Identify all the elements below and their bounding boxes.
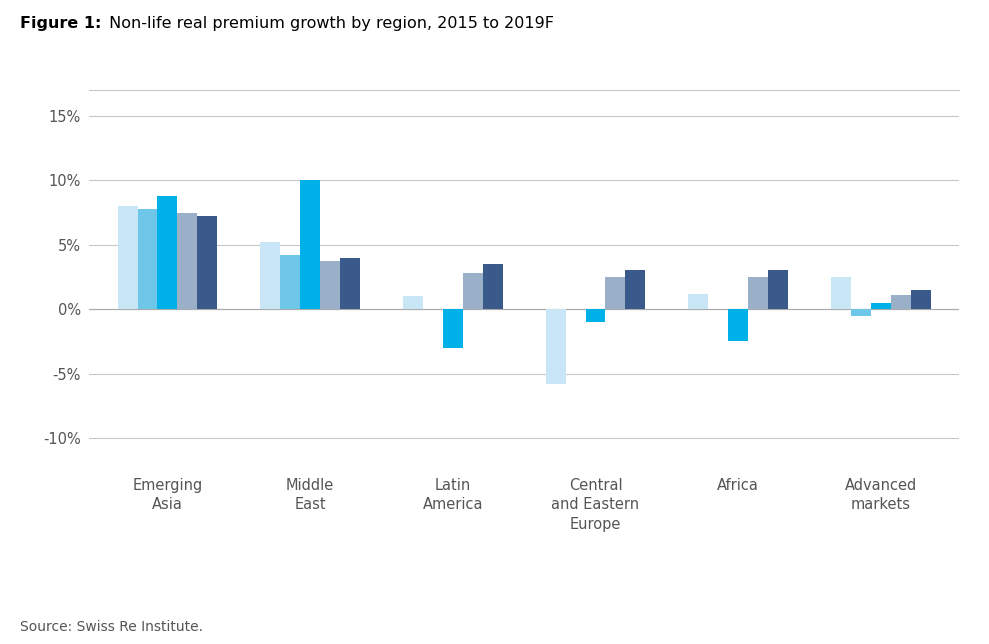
Bar — [688, 294, 708, 309]
Bar — [605, 277, 625, 309]
Bar — [911, 290, 931, 309]
Bar — [157, 196, 177, 309]
Bar — [831, 277, 851, 309]
Bar — [443, 309, 463, 348]
Bar — [301, 180, 320, 309]
Bar — [625, 270, 646, 309]
Bar — [198, 216, 218, 309]
Bar — [483, 264, 502, 309]
Bar — [851, 309, 871, 316]
Bar — [280, 255, 301, 309]
Bar — [260, 242, 280, 309]
Bar — [768, 270, 788, 309]
Text: Source: Swiss Re Institute.: Source: Swiss Re Institute. — [20, 620, 203, 634]
Bar — [340, 258, 360, 309]
Text: Non-life real premium growth by region, 2015 to 2019F: Non-life real premium growth by region, … — [104, 16, 554, 31]
Bar — [585, 309, 605, 322]
Bar — [403, 296, 423, 309]
Bar — [118, 206, 137, 309]
Text: Figure 1:: Figure 1: — [20, 16, 101, 31]
Bar — [463, 273, 483, 309]
Bar — [728, 309, 748, 341]
Bar — [748, 277, 768, 309]
Bar — [871, 303, 891, 309]
Bar — [891, 295, 911, 309]
Bar — [137, 209, 157, 309]
Bar — [546, 309, 566, 384]
Bar — [177, 213, 198, 309]
Bar — [320, 261, 340, 309]
